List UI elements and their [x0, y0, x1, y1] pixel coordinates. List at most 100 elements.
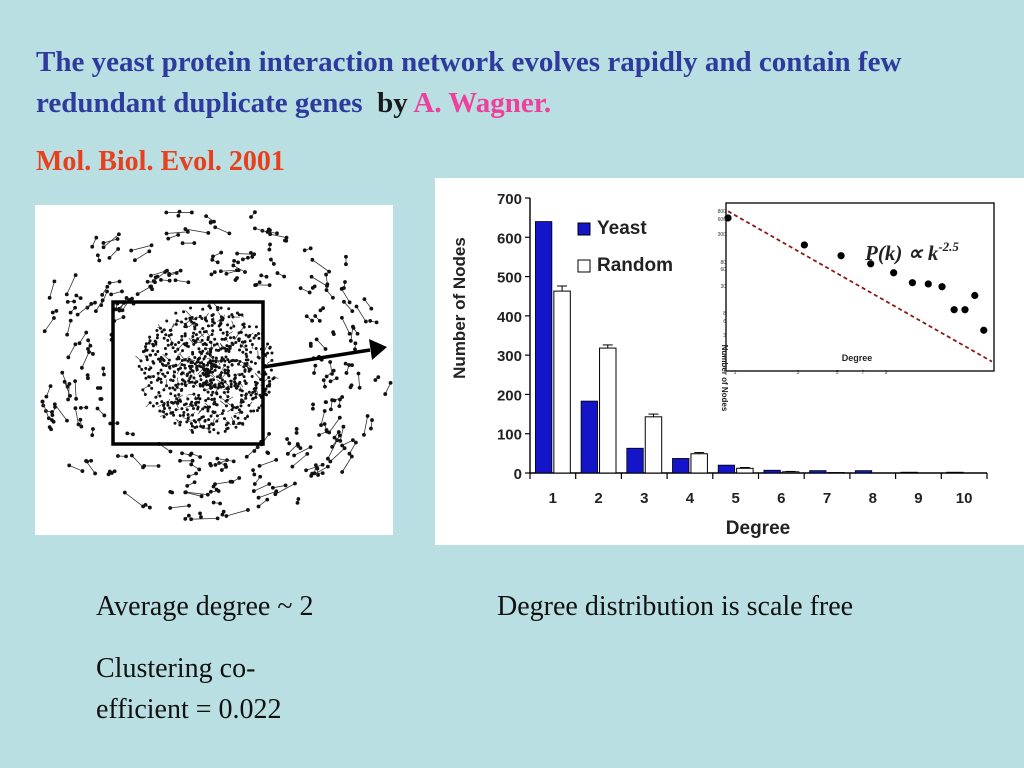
- inset-data-point: [837, 252, 845, 260]
- network-node: [287, 441, 292, 446]
- network-node: [149, 380, 153, 384]
- network-node: [365, 414, 370, 418]
- network-node: [147, 249, 152, 254]
- network-node: [223, 380, 227, 384]
- network-edge: [191, 318, 196, 321]
- network-edge: [166, 231, 188, 234]
- network-node: [208, 220, 213, 225]
- network-node: [233, 380, 237, 384]
- network-node: [249, 215, 253, 219]
- network-node: [251, 397, 255, 401]
- yeast-bar: [946, 471, 964, 474]
- network-node: [220, 381, 224, 385]
- network-node: [166, 401, 170, 405]
- network-node: [253, 226, 257, 231]
- network-node: [155, 336, 159, 340]
- network-node: [351, 324, 355, 329]
- yeast-bar: [626, 447, 644, 474]
- network-edge: [227, 396, 234, 401]
- network-edge: [206, 331, 210, 337]
- network-node: [158, 394, 162, 398]
- network-edge: [171, 364, 176, 367]
- network-edge: [131, 455, 144, 468]
- network-node: [388, 380, 393, 385]
- network-node: [176, 233, 181, 237]
- network-edge: [210, 343, 213, 350]
- network-edge: [186, 420, 193, 423]
- network-node: [117, 232, 121, 237]
- network-edge: [231, 320, 235, 327]
- network-node: [211, 500, 216, 505]
- x-tick-label: 7: [823, 490, 831, 507]
- network-node: [201, 349, 205, 353]
- network-edge: [350, 326, 354, 341]
- network-edge: [185, 355, 190, 360]
- network-node: [328, 407, 333, 412]
- network-node: [186, 413, 190, 417]
- network-node: [295, 500, 300, 505]
- network-node: [157, 376, 161, 380]
- network-node: [156, 333, 160, 337]
- network-node: [319, 423, 323, 428]
- network-node: [174, 383, 178, 387]
- network-edge: [207, 424, 210, 426]
- network-node: [205, 492, 210, 497]
- network-node: [213, 482, 217, 487]
- network-edge: [177, 342, 185, 350]
- network-edge: [66, 274, 77, 295]
- network-node: [253, 210, 257, 215]
- network-node: [212, 343, 216, 347]
- network-node: [324, 272, 328, 277]
- network-edge: [68, 344, 76, 358]
- network-node: [234, 425, 238, 429]
- network-node: [65, 332, 70, 337]
- network-node: [324, 288, 329, 292]
- network-node: [185, 229, 190, 234]
- network-node: [251, 468, 255, 473]
- caption-scale-free: Degree distribution is scale free: [497, 591, 854, 622]
- network-node: [209, 463, 213, 468]
- network-node: [151, 360, 155, 364]
- network-node: [174, 363, 178, 367]
- network-node: [209, 349, 213, 353]
- network-edge: [275, 483, 296, 495]
- network-edge: [100, 291, 108, 306]
- network-node: [156, 464, 161, 468]
- network-node: [149, 243, 154, 248]
- network-edge: [224, 418, 232, 426]
- network-node: [173, 394, 177, 398]
- network-node: [174, 311, 178, 315]
- network-node: [334, 376, 339, 381]
- network-node: [237, 313, 241, 317]
- network-node: [162, 415, 166, 419]
- network-node: [166, 403, 170, 407]
- network-edge: [238, 412, 242, 415]
- network-node: [244, 454, 249, 459]
- network-edge: [177, 360, 183, 366]
- network-node: [50, 310, 55, 315]
- network-node: [320, 462, 325, 467]
- network-node: [265, 230, 270, 234]
- network-edge: [210, 412, 216, 416]
- network-node: [220, 337, 224, 341]
- network-node: [369, 306, 374, 311]
- network-edge: [175, 418, 181, 423]
- network-edge: [81, 351, 90, 368]
- network-node: [221, 509, 226, 514]
- network-edge: [200, 340, 203, 343]
- network-node: [244, 352, 248, 356]
- inset-data-point: [724, 214, 732, 222]
- network-node: [46, 416, 51, 421]
- network-node: [331, 330, 336, 335]
- network-edge: [239, 386, 243, 392]
- network-node: [220, 371, 224, 375]
- network-node: [65, 299, 70, 304]
- network-node: [159, 380, 163, 384]
- network-node: [247, 367, 251, 371]
- network-node: [52, 316, 56, 320]
- network-node: [167, 334, 171, 338]
- network-node: [160, 400, 164, 404]
- network-node: [231, 459, 236, 464]
- network-node: [350, 438, 355, 443]
- network-node: [239, 404, 243, 408]
